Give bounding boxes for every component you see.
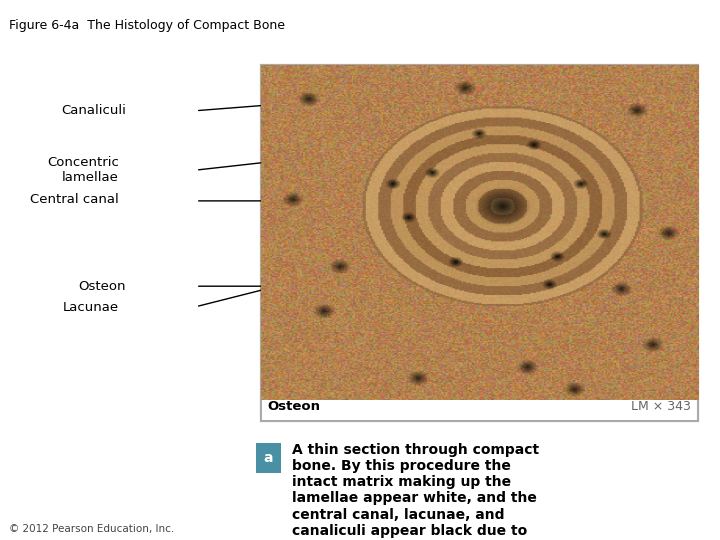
Text: a: a (264, 451, 273, 464)
Text: Osteon: Osteon (268, 400, 321, 413)
Text: Osteon: Osteon (78, 280, 126, 293)
Text: Lacunae: Lacunae (63, 301, 119, 314)
Bar (261, 65, 698, 421)
Text: A thin section through compact
bone. By this procedure the
intact matrix making : A thin section through compact bone. By … (292, 443, 539, 540)
Text: Figure 6-4a  The Histology of Compact Bone: Figure 6-4a The Histology of Compact Bon… (9, 19, 284, 32)
Text: LM × 343: LM × 343 (631, 400, 691, 413)
Bar (261, 397, 698, 421)
Text: © 2012 Pearson Education, Inc.: © 2012 Pearson Education, Inc. (9, 523, 174, 534)
Text: Central canal: Central canal (30, 193, 119, 206)
Text: Canaliculi: Canaliculi (61, 104, 126, 117)
Text: Concentric
lamellae: Concentric lamellae (47, 156, 119, 184)
Bar (256, 443, 281, 472)
Bar (261, 65, 698, 421)
